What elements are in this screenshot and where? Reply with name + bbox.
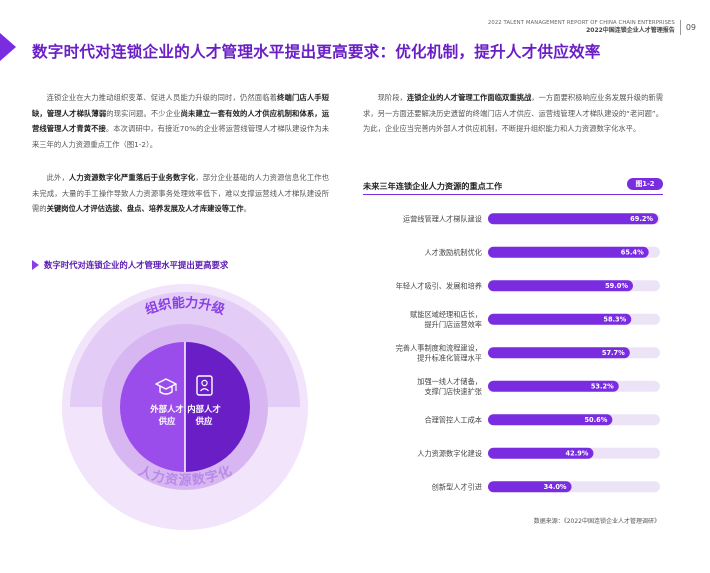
bar bbox=[488, 380, 619, 392]
report-title-cn: 2022中国连锁企业人才管理报告 bbox=[586, 27, 675, 34]
chart-title: 未来三年连锁企业人力资源的重点工作 bbox=[363, 181, 503, 191]
bar bbox=[488, 280, 633, 292]
bar-value-label: 69.2% bbox=[630, 215, 653, 223]
bar-value-label: 65.4% bbox=[621, 249, 644, 257]
bar bbox=[488, 213, 659, 225]
focus-work-bar-chart: 69.2% 运营线管理人才梯队建设 65.4% 人才激励机制优化 59.0% 年轻人才吸引… bbox=[396, 213, 660, 493]
emphasis-text: 人力资源数字化严重落后于业务数字化 bbox=[68, 173, 196, 182]
bar bbox=[488, 246, 649, 258]
emphasis-text: 尚未建立一套有效的人才供应机制和体系，运营线管理人才青黄不接 bbox=[32, 108, 330, 134]
data-source: 数据来源：《2022中国连锁企业人才管理调研》 bbox=[533, 518, 660, 525]
category-label: 提升标准化管理水平 bbox=[417, 353, 482, 362]
chart-title-rule bbox=[363, 194, 663, 195]
external-talent-label-line1: 外部人才 bbox=[149, 404, 184, 414]
bar-value-label: 42.9% bbox=[566, 450, 589, 458]
category-label: 创新型人才引进 bbox=[432, 482, 482, 491]
text-run: 现阶段， bbox=[377, 93, 407, 102]
outer-ring-top-label: 组织能力升级 bbox=[143, 295, 228, 319]
report-header: 2022 TALENT MANAGEMENT REPORT OF CHINA C… bbox=[488, 20, 696, 35]
bar-value-label: 58.3% bbox=[603, 316, 626, 324]
external-talent-label-line2: 供应 bbox=[158, 416, 176, 426]
header-divider bbox=[679, 20, 681, 35]
bar-value-label: 57.7% bbox=[602, 349, 625, 357]
core-right-half bbox=[185, 342, 250, 472]
section-title: 数字时代对连锁企业的人才管理水平提出更高要求 bbox=[32, 259, 228, 271]
internal-talent-label-line2: 供应 bbox=[195, 416, 213, 426]
paragraph-1: 连锁企业在大力推动组织变革、促进人员能力升级的同时，仍然面临着终端门店人手短缺，… bbox=[32, 90, 329, 152]
text-run: 连锁企业在大力推动组织变革、促进人员能力升级的同时，仍然面临着 bbox=[46, 93, 278, 102]
text-run: ，部分企业基础的人力资源信息化工作也未完成，大量的手工操作导致人力资源事务处理效… bbox=[32, 173, 330, 214]
bar-value-label: 34.0% bbox=[544, 483, 567, 491]
emphasis-text: 关键岗位人才评估选拔、盘点、培养发展及人才库建设等工作 bbox=[46, 204, 244, 214]
id-card-icon bbox=[196, 375, 213, 396]
bar bbox=[488, 313, 632, 325]
category-label: 提升门店运营效率 bbox=[424, 320, 482, 329]
text-run: 的现实问题。不少企业 bbox=[106, 108, 181, 118]
bar bbox=[488, 414, 613, 426]
category-label: 运营线管理人才梯队建设 bbox=[403, 214, 482, 223]
talent-supply-diagram: 组织能力升级 人力资源数字化 外部人才 供应 内部人才 供应 bbox=[62, 284, 308, 530]
bar bbox=[488, 481, 572, 493]
bar bbox=[488, 347, 630, 359]
outer-ring-top-band bbox=[70, 292, 300, 407]
category-label: 完善人事制度和流程建设， bbox=[396, 343, 482, 352]
bar-value-label: 59.0% bbox=[605, 282, 628, 290]
category-label: 赋能区域经理和店长， bbox=[410, 310, 482, 319]
text-run: 此外， bbox=[46, 173, 69, 182]
report-title-en: 2022 TALENT MANAGEMENT REPORT OF CHINA C… bbox=[487, 20, 675, 26]
page-number: 09 bbox=[685, 23, 696, 32]
emphasis-text: 终端门店人手短缺，管理人才梯队薄弱 bbox=[32, 93, 330, 118]
page-title: 数字时代对连锁企业的人才管理水平提出更高要求：优化机制，提升人才供应效率 bbox=[32, 43, 601, 61]
category-label: 合理管控人工成本 bbox=[424, 415, 482, 424]
emphasis-text: 连锁企业的人才管理工作面临双重挑战 bbox=[406, 93, 532, 102]
text-run: 。本次调研中，有接近70%的企业将运营线管理人才梯队建设作为未来三年的人力资源重… bbox=[32, 124, 329, 149]
category-label: 人力资源数字化建设 bbox=[417, 449, 482, 458]
graduation-cap-icon bbox=[155, 378, 177, 395]
category-label: 支撑门店快速扩张 bbox=[424, 387, 482, 396]
figure-badge: 图1-2 bbox=[627, 178, 663, 190]
category-label: 年轻人才吸引、发展和培养 bbox=[396, 281, 482, 290]
internal-talent-label-line1: 内部人才 bbox=[187, 404, 221, 414]
bar-value-label: 50.6% bbox=[584, 416, 607, 424]
core-left-half bbox=[120, 342, 185, 472]
corner-triangle bbox=[0, 33, 16, 61]
paragraph-2: 此外，人力资源数字化严重落后于业务数字化，部分企业基础的人力资源信息化工作也未完… bbox=[32, 170, 329, 217]
bar-value-label: 53.2% bbox=[591, 383, 614, 391]
category-label: 加强一线人才储备， bbox=[417, 377, 482, 386]
text-run: ，一方面要积极响应业务发展升级的新需求，另一方面还要解决历史遗留的终端门店人才供… bbox=[363, 93, 664, 134]
section-title-text: 数字时代对连锁企业的人才管理水平提出更高要求 bbox=[44, 260, 229, 270]
bar bbox=[488, 447, 594, 459]
category-label: 人才激励机制优化 bbox=[424, 248, 482, 257]
paragraph-3: 现阶段，连锁企业的人才管理工作面临双重挑战，一方面要积极响应业务发展升级的新需求… bbox=[363, 90, 663, 137]
section-marker-icon bbox=[32, 260, 39, 270]
text-run: 。 bbox=[243, 204, 251, 214]
